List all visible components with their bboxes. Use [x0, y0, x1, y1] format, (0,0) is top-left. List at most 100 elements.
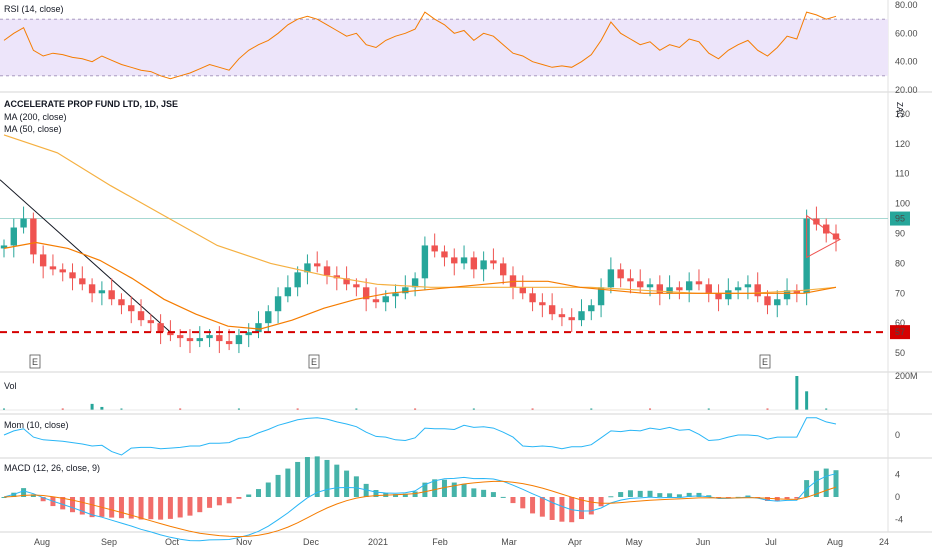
price-tick-label: 70	[895, 288, 905, 298]
macd-histogram-bar	[177, 497, 183, 518]
candle-body	[774, 299, 781, 306]
candle	[128, 296, 135, 324]
candle	[754, 272, 761, 303]
macd-histogram-bar	[412, 491, 418, 497]
candle-body	[685, 281, 693, 291]
macd-histogram-bar	[637, 490, 643, 497]
candle	[529, 287, 536, 312]
candle	[509, 266, 517, 300]
candle	[186, 329, 194, 354]
volume-bar	[805, 391, 809, 410]
candle-body	[372, 299, 380, 303]
candle-body	[353, 284, 360, 288]
candle	[421, 236, 429, 291]
macd-histogram-bar	[167, 497, 173, 519]
candle	[685, 272, 693, 303]
macd-histogram-bar	[138, 497, 144, 520]
candle	[764, 290, 771, 315]
candle-body	[39, 254, 47, 267]
earnings-marker	[29, 354, 41, 369]
candle-body	[79, 278, 86, 285]
macd-histogram-bar	[353, 476, 359, 497]
candle	[157, 314, 164, 345]
candle-body	[108, 290, 115, 300]
candle-body	[274, 296, 282, 312]
candle-body	[314, 263, 321, 267]
candle	[10, 218, 17, 258]
macd-histogram-bar	[109, 497, 115, 518]
support-label: 57	[895, 327, 905, 337]
candle-body	[225, 341, 233, 345]
time-axis-label: Nov	[236, 537, 253, 547]
candle-body	[813, 218, 820, 225]
volume-bar	[590, 408, 593, 410]
macd-histogram-bar	[60, 497, 66, 510]
candle-body	[558, 314, 566, 318]
macd-histogram-bar	[334, 464, 340, 497]
candle	[451, 248, 458, 276]
macd-histogram-bar	[79, 497, 85, 515]
macd-histogram-bar	[451, 482, 457, 497]
rsi-band	[0, 19, 888, 76]
candle	[137, 299, 145, 327]
candle-body	[783, 290, 791, 300]
candle-body	[568, 317, 575, 321]
candle-body	[676, 287, 683, 291]
macd-histogram-bar	[579, 497, 585, 520]
macd-axis: 4 0 -4	[895, 470, 903, 525]
candle-body	[725, 290, 732, 300]
macd-histogram	[1, 456, 839, 523]
rsi-title: RSI (14, close)	[4, 4, 64, 14]
macd-histogram-bar	[657, 493, 663, 497]
volume-bar	[100, 406, 104, 410]
candle	[196, 326, 203, 348]
candle	[304, 254, 311, 285]
earnings-marker-label: E	[32, 357, 38, 367]
candle	[666, 275, 673, 300]
macd-histogram-bar	[30, 494, 36, 497]
candle	[774, 290, 781, 318]
candle	[294, 266, 301, 297]
candle-body	[588, 305, 595, 312]
price-tick-label: 60	[895, 318, 905, 328]
candle-body	[333, 275, 340, 279]
macd-histogram-bar	[373, 490, 379, 497]
macd-histogram-bar	[667, 493, 673, 497]
macd-histogram-bar	[363, 483, 369, 497]
price-tick-label: 110	[895, 169, 909, 179]
candle	[744, 275, 752, 300]
candle-body	[88, 284, 96, 294]
candle-body	[59, 269, 66, 273]
earnings-marker	[308, 354, 320, 369]
time-axis-label: Mar	[501, 537, 517, 547]
macd-tick-label: 0	[895, 492, 900, 502]
candle	[588, 299, 595, 321]
macd-histogram-bar	[21, 488, 27, 497]
candle-body	[98, 290, 106, 294]
volume-bar	[766, 408, 769, 410]
candle-body	[265, 311, 272, 324]
time-axis-label: May	[625, 537, 643, 547]
candle-body	[176, 335, 184, 339]
candle-body	[20, 218, 27, 228]
macd-tick-label: -4	[895, 514, 903, 524]
candle	[88, 278, 96, 303]
time-axis-label: Feb	[432, 537, 448, 547]
candle	[548, 293, 556, 321]
macd-histogram-bar	[833, 470, 839, 497]
candle-body	[637, 281, 644, 288]
candle	[676, 281, 683, 300]
candle-body	[441, 251, 448, 258]
candle-body	[216, 335, 223, 342]
rsi-tick-label: 80.00	[895, 0, 918, 10]
macd-histogram-bar	[530, 497, 536, 514]
currency-label: ZAC	[895, 102, 904, 118]
macd-histogram-bar	[148, 497, 154, 520]
candle	[118, 293, 125, 315]
volume-bar	[61, 408, 64, 410]
candle-body	[49, 266, 57, 270]
candle-body	[255, 323, 262, 333]
macd-histogram-bar	[686, 492, 692, 497]
candle	[30, 212, 37, 264]
candle-body	[128, 305, 135, 312]
